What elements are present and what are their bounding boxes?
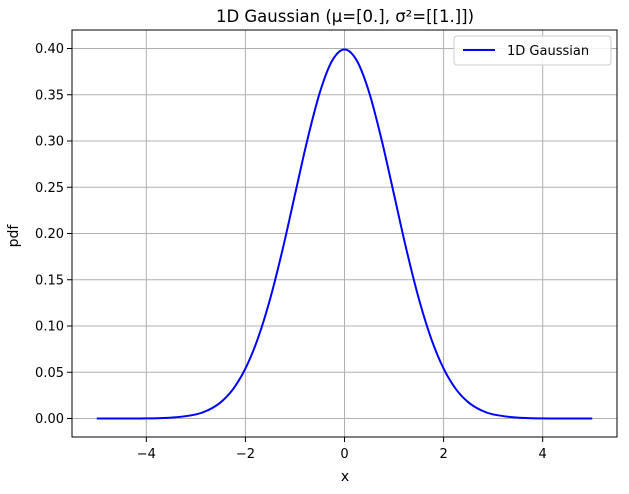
y-tick-label: 0.30	[35, 135, 64, 150]
y-tick-label: 0.05	[35, 366, 64, 381]
y-tick-label: 0.40	[35, 42, 64, 57]
legend-box	[453, 35, 612, 66]
y-tick-label: 0.25	[35, 181, 64, 196]
series-layer	[96, 48, 593, 420]
x-tick-label: 2	[439, 447, 447, 462]
x-tick-label: 4	[539, 447, 547, 462]
x-tick-label: −2	[236, 447, 255, 462]
legend: 1D Gaussian	[453, 35, 612, 66]
y-ticks: 0.00 0.05 0.10 0.15 0.20 0.25 0.30 0.35 0.40	[35, 42, 72, 427]
grid	[72, 30, 617, 437]
y-tick-label: 0.35	[35, 88, 64, 103]
y-tick-label: 0.15	[35, 273, 64, 288]
x-axis-label: x	[341, 469, 349, 485]
legend-label: 1D Gaussian	[507, 44, 589, 59]
x-tick-label: 0	[340, 447, 348, 462]
y-tick-label: 0.20	[35, 227, 64, 242]
x-ticks: −4 −2 0 2 4	[137, 437, 547, 462]
y-tick-label: 0.00	[35, 412, 64, 427]
series-line-gaussian	[96, 48, 593, 420]
chart-title: 1D Gaussian (μ=[0.], σ²=[[1.]])	[216, 7, 474, 26]
y-axis-label: pdf	[6, 224, 22, 248]
x-tick-label: −4	[137, 447, 156, 462]
y-tick-label: 0.10	[35, 320, 64, 335]
